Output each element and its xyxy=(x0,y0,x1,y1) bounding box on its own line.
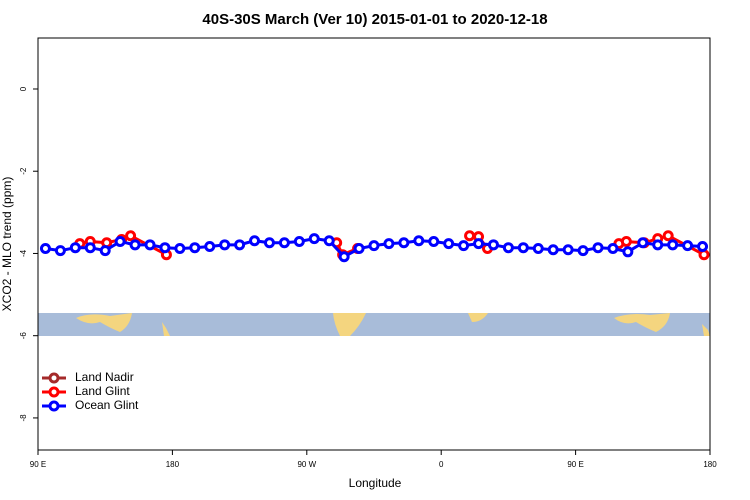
x-tick-label: 0 xyxy=(439,460,444,469)
point xyxy=(547,244,559,256)
point xyxy=(69,242,81,254)
point xyxy=(189,242,201,254)
point xyxy=(174,243,186,255)
point xyxy=(428,236,440,248)
point xyxy=(219,239,231,251)
point xyxy=(667,239,679,251)
point xyxy=(458,240,470,252)
point xyxy=(308,233,320,245)
y-tick-label: 0 xyxy=(19,86,28,91)
point xyxy=(517,242,529,254)
point xyxy=(249,235,261,247)
point xyxy=(263,237,275,249)
point xyxy=(698,249,710,261)
point xyxy=(682,240,694,252)
point xyxy=(413,235,425,247)
x-axis-label: Longitude xyxy=(349,476,402,490)
point xyxy=(637,237,649,249)
y-tick-label: -2 xyxy=(19,167,28,175)
point xyxy=(383,238,395,250)
point xyxy=(532,243,544,255)
y-axis-label: XCO2 - MLO trend (ppm) xyxy=(0,177,14,312)
point xyxy=(278,237,290,249)
point xyxy=(129,239,141,251)
point xyxy=(622,246,634,258)
point xyxy=(502,242,514,254)
point xyxy=(99,245,111,257)
point xyxy=(323,235,335,247)
map-strip xyxy=(38,313,710,336)
chart-title: 40S-30S March (Ver 10) 2015-01-01 to 202… xyxy=(202,11,547,28)
legend-label: Land Nadir xyxy=(75,370,134,384)
legend-marker xyxy=(48,372,60,384)
point xyxy=(398,237,410,249)
point xyxy=(697,240,709,252)
point xyxy=(338,251,350,263)
point xyxy=(577,245,589,257)
point xyxy=(662,230,674,242)
legend-marker xyxy=(48,400,60,412)
x-tick-label: 180 xyxy=(703,460,717,469)
point xyxy=(473,238,485,250)
point xyxy=(652,239,664,251)
legend-label: Land Glint xyxy=(75,384,130,398)
legend-label: Ocean Glint xyxy=(75,398,139,412)
x-tick-label: 90 E xyxy=(30,460,46,469)
point xyxy=(54,245,66,257)
point xyxy=(353,243,365,255)
point xyxy=(204,240,216,252)
y-tick-label: -4 xyxy=(19,249,28,257)
x-tick-label: 90 E xyxy=(567,460,583,469)
point xyxy=(607,243,619,255)
point xyxy=(84,242,96,254)
point xyxy=(620,236,632,248)
point xyxy=(234,239,246,251)
point xyxy=(125,230,137,242)
point xyxy=(159,242,171,254)
x-tick-label: 90 W xyxy=(297,460,316,469)
y-tick-label: -8 xyxy=(19,414,28,422)
legend-marker xyxy=(48,386,60,398)
point xyxy=(39,243,51,255)
point xyxy=(144,239,156,251)
x-tick-label: 180 xyxy=(166,460,180,469)
point xyxy=(293,236,305,248)
y-tick-label: -6 xyxy=(19,332,28,340)
point xyxy=(562,244,574,256)
plot-frame xyxy=(37,37,711,451)
point xyxy=(464,230,476,242)
point xyxy=(443,238,455,250)
point xyxy=(114,236,126,248)
point xyxy=(592,242,604,254)
point xyxy=(487,239,499,251)
point xyxy=(368,240,380,252)
